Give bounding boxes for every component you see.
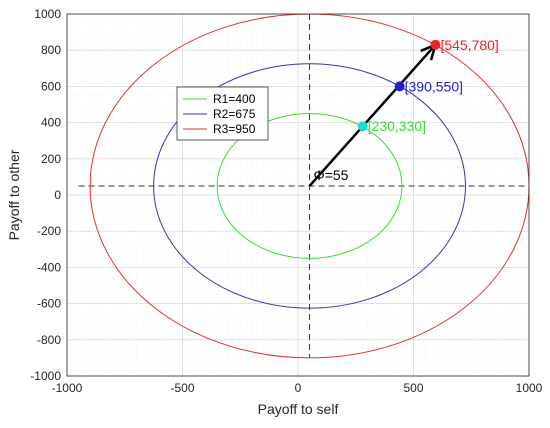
data-point-1 [357, 121, 368, 132]
data-point-2 [394, 81, 405, 92]
y-tick-label: -200 [37, 224, 61, 238]
y-tick-label: -600 [37, 297, 61, 311]
legend-entry: R1=400 [213, 92, 256, 106]
legend-entry: R3=950 [213, 122, 256, 136]
y-tick-label: -400 [37, 260, 61, 274]
x-axis-label: Payoff to self [258, 401, 339, 417]
y-ticks: 1000 800 600 400 200 0 -200 -400 -600 -800 -1000 [30, 7, 61, 383]
x-tick-label: -1000 [52, 381, 83, 395]
y-tick-label: 600 [41, 79, 61, 93]
y-tick-label: 1000 [34, 7, 61, 21]
data-point-label-3: [545,780] [440, 37, 498, 53]
x-ticks: -1000 -500 0 500 1000 [52, 381, 543, 395]
arrow-shaft [308, 43, 437, 187]
x-tick-label: 1000 [516, 381, 543, 395]
y-tick-label: 0 [54, 188, 61, 202]
circle-r1 [216, 113, 403, 259]
plot-frame [66, 13, 530, 377]
y-tick-label: 400 [41, 116, 61, 130]
x-tick-label: 0 [295, 381, 302, 395]
data-point-label-2: [390,550] [405, 78, 463, 94]
y-axis-label: Payoff to other [6, 149, 22, 240]
points: [230,330] [390,550] [545,780] [357, 37, 499, 134]
arrow: Φ=55 [308, 42, 438, 187]
y-tick-label: 800 [41, 43, 61, 57]
circle-r2 [153, 63, 466, 309]
data-point-label-1: [230,330] [368, 118, 426, 134]
x-tick-label: 500 [403, 381, 423, 395]
y-tick-label: -800 [37, 333, 61, 347]
data-point-3 [430, 39, 441, 50]
angle-label: Φ=55 [314, 167, 349, 183]
legend-entry: R2=675 [213, 107, 256, 121]
y-tick-label: -1000 [30, 369, 61, 383]
x-tick-label: -500 [170, 381, 194, 395]
y-tick-label: 200 [41, 152, 61, 166]
